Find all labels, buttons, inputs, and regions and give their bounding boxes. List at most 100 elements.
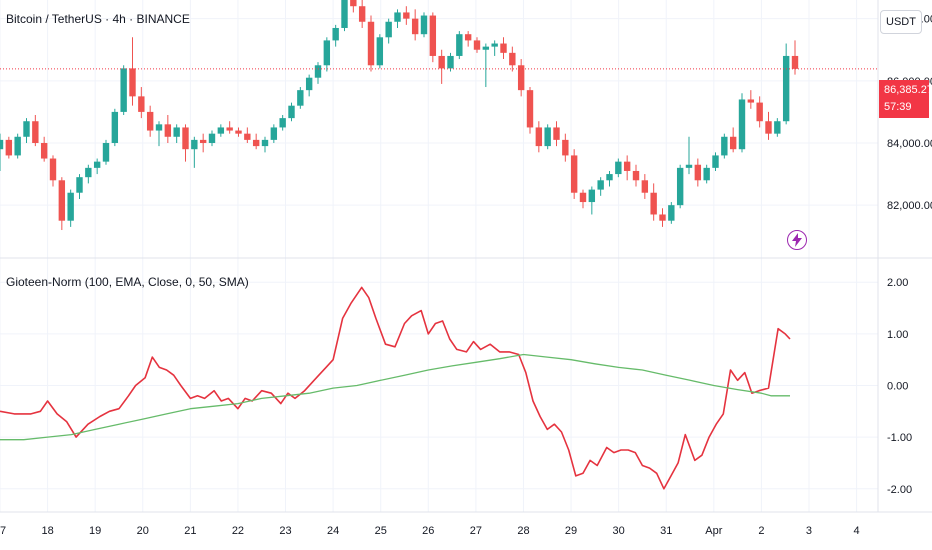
candle-body [314, 65, 322, 78]
indicator-axis[interactable]: 2.00 1.00 0.00 -1.00 -2.00 [887, 277, 912, 496]
time-tick-label: 30 [613, 525, 625, 537]
candle [526, 87, 534, 134]
candle-body [358, 6, 366, 22]
candle-body [482, 46, 490, 50]
candle-body [500, 43, 507, 53]
price-tick-label: 82,000.00 [887, 200, 932, 212]
indicator-lines [0, 286, 791, 490]
candle-body [473, 40, 481, 50]
candle [252, 133, 260, 150]
time-tick-label: 19 [89, 525, 101, 537]
candle-body [747, 99, 755, 103]
candle [58, 177, 66, 231]
candle-body [208, 133, 216, 143]
candle-body [544, 127, 551, 147]
candle-body [279, 118, 286, 128]
candle-body [394, 12, 401, 22]
time-tick-label: 28 [517, 525, 529, 537]
candle-body [774, 121, 781, 134]
candle [482, 43, 490, 88]
candle-body [323, 40, 331, 66]
candle [111, 108, 119, 147]
candle-body [447, 55, 454, 69]
candle-body [403, 12, 410, 19]
candle-body [146, 111, 154, 131]
pane-frame [0, 0, 932, 513]
candle-body [694, 164, 702, 181]
candle-body [138, 96, 145, 112]
symbol-title[interactable]: Bitcoin / TetherUS · 4h · BINANCE [6, 12, 190, 26]
candle-body [111, 111, 119, 143]
candle [597, 177, 604, 196]
candle-body [102, 142, 110, 162]
price-tick-label: 84,000.00 [887, 138, 932, 150]
candle-body [676, 167, 684, 206]
indicator-tick-label: 2.00 [887, 277, 908, 289]
candle-body [721, 136, 728, 156]
time-tick-label: 23 [279, 525, 291, 537]
candle [297, 87, 304, 109]
candle [473, 37, 481, 53]
candle-body [191, 139, 198, 150]
currency-button[interactable]: USDT [880, 10, 922, 34]
candle-body [40, 142, 48, 159]
candle-body [738, 99, 746, 150]
candle [385, 18, 392, 44]
candle [579, 189, 587, 209]
candle [191, 136, 198, 168]
lightning-icon[interactable] [787, 230, 807, 250]
candle-body [526, 90, 534, 128]
indicator-tick-label: -1.00 [887, 432, 912, 444]
candle-body [782, 55, 790, 122]
candle-body [14, 136, 21, 156]
candle-body [0, 139, 4, 150]
candle [411, 9, 419, 41]
candle [85, 164, 92, 184]
candle [420, 12, 428, 38]
candle [32, 115, 39, 147]
candle [261, 136, 269, 153]
candle-body [464, 34, 472, 41]
candle-body [67, 192, 74, 221]
candle-body [668, 205, 675, 221]
candle [358, 0, 366, 28]
candle-body [164, 124, 172, 137]
candle [703, 164, 710, 184]
candle-body [305, 77, 313, 91]
currency-label: USDT [886, 16, 916, 28]
candle [305, 74, 313, 97]
candle-body [712, 155, 719, 168]
candle [341, 0, 348, 32]
candle-body [570, 155, 578, 193]
candle-body [93, 161, 101, 168]
candle [544, 124, 551, 150]
candle-body [32, 121, 39, 143]
time-axis[interactable]: 171819202122232425262728293031Apr234 [0, 525, 860, 537]
indicator-title[interactable]: Gioteen-Norm (100, EMA, Close, 0, 50, SM… [6, 275, 249, 289]
candle [774, 118, 781, 137]
candle-body [659, 214, 666, 221]
candle-body [332, 27, 339, 41]
candle-body [199, 139, 207, 143]
candle [456, 31, 463, 60]
candle [632, 164, 640, 187]
candle [332, 24, 339, 47]
candle [659, 208, 666, 227]
candle-body [703, 167, 710, 181]
norm-line [0, 286, 791, 490]
candle-body [509, 52, 516, 66]
candle [676, 164, 684, 209]
grid-lines [0, 0, 878, 512]
candle-body [85, 167, 92, 178]
candle-body [341, 0, 348, 28]
candle-body [420, 15, 428, 35]
candle [535, 121, 543, 153]
candle-body [791, 55, 799, 69]
candle-body [120, 68, 127, 112]
candle [403, 6, 410, 25]
candle [438, 49, 445, 84]
candle-body [182, 127, 189, 150]
candle [367, 15, 375, 72]
candle [23, 118, 30, 143]
